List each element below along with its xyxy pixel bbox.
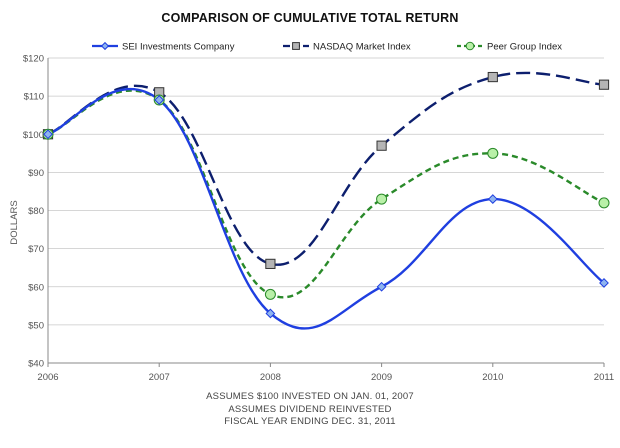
data-point bbox=[43, 129, 53, 140]
data-point bbox=[264, 288, 276, 300]
footnote: FISCAL YEAR ENDING DEC. 31, 2011 bbox=[224, 416, 396, 427]
axes bbox=[47, 58, 605, 367]
x-tick-label: 2010 bbox=[482, 372, 503, 383]
data-point bbox=[487, 147, 499, 159]
series-line bbox=[47, 87, 605, 330]
tick-labels: $40 $50 $60 $70 $80 $90 $100 $110 $120 2006 2007 20… bbox=[9, 54, 614, 384]
x-tick-label: 2011 bbox=[594, 372, 614, 383]
footnote: ASSUMES DIVIDEND REINVESTED bbox=[228, 403, 392, 415]
footnote: ASSUMES $100 INVESTED ON JAN. 01, 2007 bbox=[206, 391, 414, 402]
y-tick-label: $50 bbox=[28, 320, 44, 331]
y-tick-label: $70 bbox=[28, 244, 44, 255]
series-markers bbox=[42, 71, 610, 319]
y-tick-label: $90 bbox=[28, 168, 44, 179]
data-point bbox=[376, 140, 387, 151]
data-point bbox=[599, 278, 609, 288]
data-point bbox=[265, 258, 276, 269]
chart-title: COMPARISON OF CUMULATIVE TOTAL RETURN bbox=[161, 11, 459, 25]
y-tick-label: $80 bbox=[28, 206, 44, 217]
gridlines bbox=[48, 57, 604, 364]
legend-marker bbox=[292, 42, 300, 50]
x-tick-label: 2008 bbox=[260, 372, 281, 383]
y-tick-label: $60 bbox=[28, 282, 44, 293]
data-point bbox=[487, 71, 498, 83]
data-point bbox=[598, 197, 610, 209]
data-point bbox=[265, 308, 276, 319]
legend: SEI Investments Company NASDAQ Market Ind… bbox=[92, 42, 562, 53]
legend-label: NASDAQ Market Index bbox=[313, 42, 411, 53]
legend-label: SEI Investments Company bbox=[122, 42, 235, 53]
legend-marker bbox=[100, 41, 110, 51]
data-point bbox=[598, 79, 610, 90]
footnotes: ASSUMES $100 INVESTED ON JAN. 01, 2007 A… bbox=[0, 391, 620, 429]
data-point bbox=[376, 193, 388, 205]
x-tick-label: 2006 bbox=[37, 372, 58, 383]
data-point bbox=[487, 194, 498, 204]
legend-marker bbox=[465, 41, 475, 51]
x-tick-label: 2009 bbox=[371, 372, 392, 383]
y-tick-label: $120 bbox=[23, 54, 44, 65]
y-tick-label: $40 bbox=[28, 359, 44, 370]
legend-label: Peer Group Index bbox=[487, 42, 562, 53]
series-lines bbox=[47, 71, 605, 330]
series-line bbox=[47, 71, 605, 266]
y-tick-label: $100 bbox=[23, 130, 44, 141]
x-tick-label: 2007 bbox=[149, 372, 170, 383]
data-point bbox=[154, 95, 165, 105]
y-tick-label: $110 bbox=[24, 92, 44, 103]
data-point bbox=[376, 281, 387, 292]
series-line bbox=[47, 89, 605, 299]
y-axis-title: DOLLARS bbox=[9, 200, 20, 244]
